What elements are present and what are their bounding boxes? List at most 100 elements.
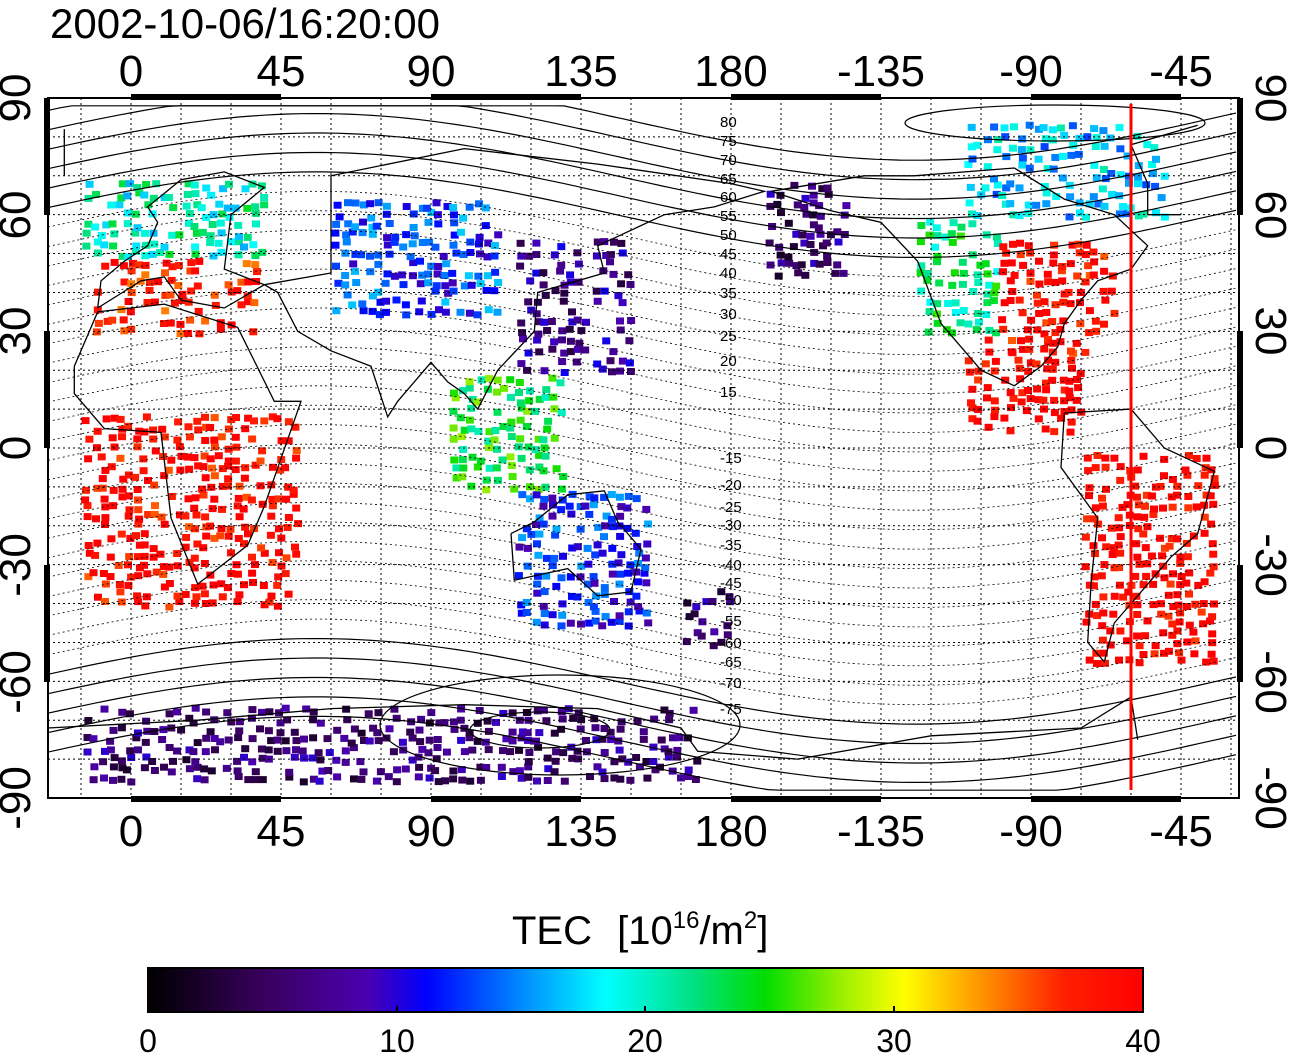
tec-pixel	[777, 209, 785, 217]
tec-pixel	[94, 319, 103, 327]
tec-pixel	[968, 385, 977, 393]
tec-region-east-asia	[516, 238, 636, 376]
tec-pixel	[458, 473, 467, 481]
tec-pixel	[1081, 533, 1090, 541]
tec-pixel	[601, 613, 610, 620]
tec-pixel	[109, 726, 118, 734]
tec-pixel	[932, 224, 941, 232]
tec-pixel	[120, 327, 129, 335]
tec-pixel	[1081, 251, 1090, 258]
tec-pixel	[1169, 603, 1178, 611]
tec-pixel	[532, 239, 541, 247]
tec-region-europe-south	[92, 257, 261, 338]
tec-pixel	[348, 301, 357, 309]
tec-pixel	[273, 581, 282, 589]
tec-pixel	[1168, 620, 1177, 628]
tec-pixel	[607, 491, 616, 498]
coastline-africa	[73, 303, 302, 586]
tec-pixel	[210, 735, 219, 742]
tec-pixel	[591, 607, 600, 615]
tec-pixel	[170, 299, 179, 307]
tec-pixel	[260, 201, 269, 209]
tec-pixel	[535, 451, 544, 459]
tec-pixel	[1147, 552, 1156, 560]
tec-pixel	[559, 552, 567, 560]
tec-pixel	[383, 270, 392, 278]
tec-pixel	[333, 201, 342, 209]
tec-pixel	[649, 743, 658, 751]
tec-pixel	[797, 261, 806, 269]
tec-pixel	[85, 180, 94, 188]
tec-pixel	[118, 180, 127, 188]
tec-pixel	[1072, 339, 1081, 347]
tec-pixel	[125, 553, 134, 561]
tec-pixel	[89, 569, 98, 577]
tec-pixel	[175, 231, 184, 239]
tec-pixel	[442, 260, 451, 268]
tec-pixel	[1016, 375, 1025, 383]
tec-pixel	[117, 598, 126, 606]
tec-pixel	[558, 600, 567, 608]
tec-pixel	[381, 279, 390, 287]
tec-pixel	[1119, 203, 1127, 210]
tec-pixel	[1189, 532, 1198, 540]
tec-pixel	[233, 287, 242, 295]
tec-pixel	[1184, 504, 1193, 512]
tec-pixel	[451, 394, 460, 402]
tec-pixel	[1048, 376, 1057, 384]
tec-pixel	[490, 287, 499, 295]
tec-pixel	[392, 714, 401, 722]
tec-pixel	[1190, 650, 1199, 658]
tec-pixel	[1149, 170, 1157, 178]
tec-pixel	[199, 463, 208, 471]
tec-pixel	[518, 329, 527, 337]
tec-pixel	[385, 725, 394, 733]
tec-pixel	[99, 570, 108, 577]
tec-pixel	[126, 747, 135, 755]
tec-pixel	[585, 619, 594, 627]
tec-pixel	[1075, 249, 1084, 257]
tec-pixel	[809, 191, 818, 199]
tec-pixel	[549, 393, 558, 401]
magnetic-latitude-contour	[47, 638, 1237, 725]
tec-pixel	[998, 316, 1007, 324]
tec-pixel	[548, 374, 557, 382]
magnetic-latitude-contour	[47, 365, 1237, 453]
tec-pixel	[224, 475, 233, 483]
tec-pixel	[633, 717, 642, 725]
tec-pixel	[1133, 180, 1142, 188]
tec-pixel	[256, 725, 264, 733]
tec-pixel	[191, 267, 200, 275]
tec-pixel	[1124, 588, 1133, 596]
tec-pixel	[341, 281, 350, 289]
tec-pixel	[402, 203, 411, 210]
tec-pixel	[190, 181, 199, 189]
tec-pixel	[1194, 581, 1203, 589]
tec-pixel	[624, 569, 633, 577]
tec-pixel	[89, 735, 98, 743]
tec-pixel	[816, 212, 825, 220]
tec-pixel	[223, 709, 232, 717]
tec-pixel	[1066, 260, 1075, 268]
magnetic-latitude-contour	[47, 482, 1237, 569]
tec-pixel	[1151, 483, 1160, 491]
tec-pixel	[406, 728, 415, 736]
tec-pixel	[1035, 280, 1044, 288]
tec-pixel	[126, 308, 135, 316]
tec-pixel	[1102, 543, 1111, 551]
tec-pixel	[625, 337, 634, 345]
tec-pixel	[1060, 397, 1069, 405]
tec-pixel	[606, 728, 615, 736]
tec-pixel	[149, 194, 158, 202]
tec-pixel	[1192, 503, 1201, 511]
tec-pixel	[123, 192, 132, 200]
tec-pixel	[165, 603, 174, 611]
tec-pixel	[1040, 345, 1049, 353]
tec-pixel	[1074, 150, 1083, 158]
tec-pixel	[1007, 404, 1015, 412]
tec-pixel	[1093, 452, 1102, 459]
magnetic-latitude-contour	[47, 502, 1237, 589]
tec-pixel	[642, 579, 651, 587]
tec-pixel	[598, 365, 607, 373]
tec-pixel	[269, 463, 277, 471]
